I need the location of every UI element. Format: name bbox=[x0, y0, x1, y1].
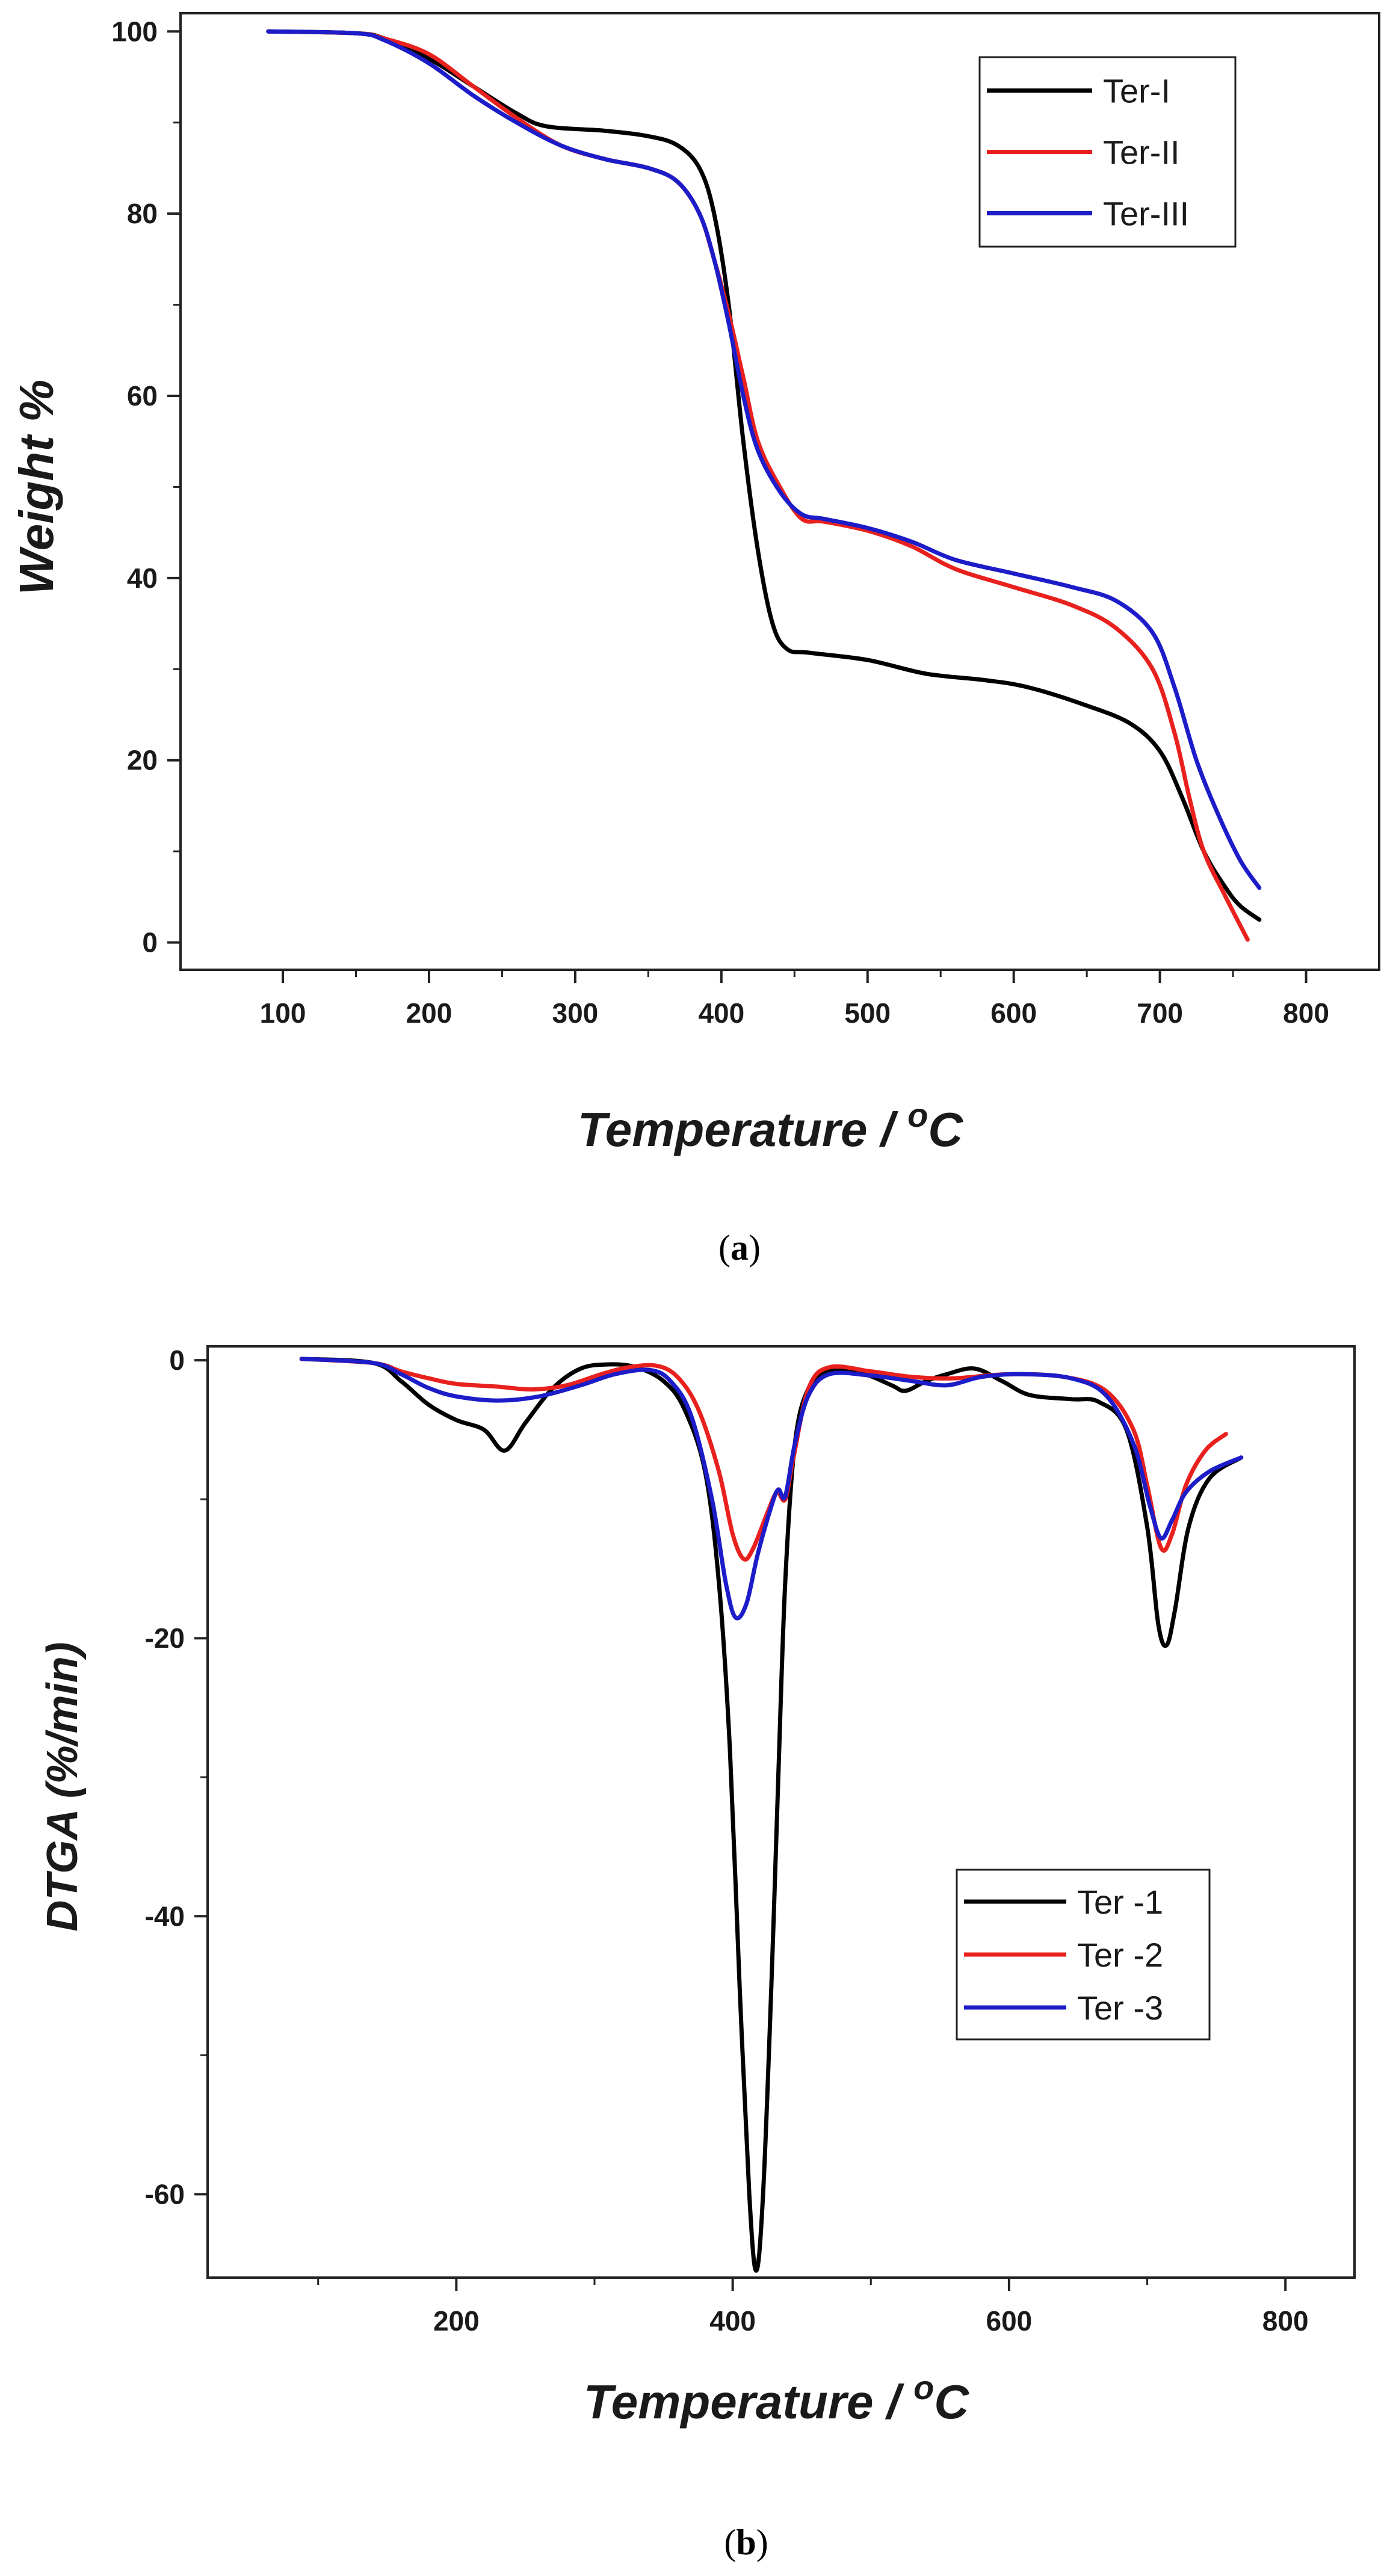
dtga-x-tick-label: 400 bbox=[709, 2305, 756, 2337]
tga-y-tick-label: 80 bbox=[127, 198, 158, 229]
tga-panel: 100 200 300 400 500 600 700 800 0 20 40 60 80 100 Ter-… bbox=[10, 12, 1380, 1268]
tga-plot-frame bbox=[179, 12, 1380, 971]
tga-y-tick-label: 100 bbox=[111, 16, 158, 47]
tga-x-tick-label: 600 bbox=[990, 997, 1037, 1029]
tga-y-axis-title: Weight % bbox=[10, 380, 63, 596]
tga-x-axis-title: Temperature / oC bbox=[578, 1096, 964, 1156]
tga-y-tick-label: 0 bbox=[142, 927, 158, 958]
tga-y-tick-label: 60 bbox=[127, 380, 158, 411]
tga-legend-label: Ter-II bbox=[1103, 134, 1180, 171]
tga-legend-label: Ter-I bbox=[1103, 72, 1170, 110]
tga-plot-area: 100 200 300 400 500 600 700 800 0 20 40 60 80 100 Ter-… bbox=[111, 12, 1380, 1029]
dtga-x-tick-label: 800 bbox=[1262, 2305, 1309, 2337]
tga-series-line-1 bbox=[266, 29, 1262, 922]
tga-x-tick-label: 500 bbox=[844, 997, 891, 1029]
dtga-legend-label: Ter -3 bbox=[1077, 1989, 1163, 2027]
dtga-x-tick-label: 200 bbox=[433, 2305, 480, 2337]
tga-x-tick-label: 300 bbox=[552, 997, 599, 1029]
dtga-series-line-1 bbox=[299, 1357, 1244, 2273]
tga-x-tick-label: 700 bbox=[1137, 997, 1183, 1029]
dtga-y-tick-label: -20 bbox=[145, 1622, 185, 1654]
tga-series-line-2 bbox=[266, 29, 1250, 942]
dtga-x-tick-label: 600 bbox=[986, 2305, 1033, 2337]
dtga-legend-label: Ter -1 bbox=[1077, 1883, 1163, 1921]
dtga-y-tick-label: -60 bbox=[145, 2178, 185, 2210]
dtga-plot-area: 200 400 600 800 0 -20 -40 -60 Ter -1 Ter -2 Ter -3 bbox=[145, 1345, 1356, 2337]
dtga-series-line-3 bbox=[299, 1357, 1244, 1621]
dtga-y-axis-title: DTGA (%/min) bbox=[39, 1642, 87, 1931]
dtga-legend-label: Ter -2 bbox=[1077, 1936, 1163, 1974]
caption-a: (a) bbox=[718, 1228, 761, 1268]
tga-y-tick-label: 40 bbox=[127, 562, 158, 594]
dtga-panel: 200 400 600 800 0 -20 -40 -60 Ter -1 Ter -2 Ter -3… bbox=[39, 1345, 1356, 2562]
dtga-plot-frame bbox=[206, 1345, 1356, 2279]
tga-y-tick-label: 20 bbox=[127, 745, 158, 776]
tga-x-tick-label: 400 bbox=[698, 997, 744, 1029]
dtga-y-tick-label: -40 bbox=[145, 1900, 185, 1932]
tga-x-tick-label: 800 bbox=[1283, 997, 1329, 1029]
dtga-y-tick-label: 0 bbox=[169, 1345, 185, 1376]
tga-x-tick-label: 100 bbox=[260, 997, 306, 1029]
dtga-x-axis-title: Temperature / oC bbox=[584, 2368, 970, 2429]
caption-b: (b) bbox=[724, 2522, 768, 2562]
tga-legend-label: Ter-III bbox=[1103, 195, 1189, 233]
tga-series-line-3 bbox=[266, 29, 1262, 890]
tga-x-tick-label: 200 bbox=[406, 997, 453, 1029]
